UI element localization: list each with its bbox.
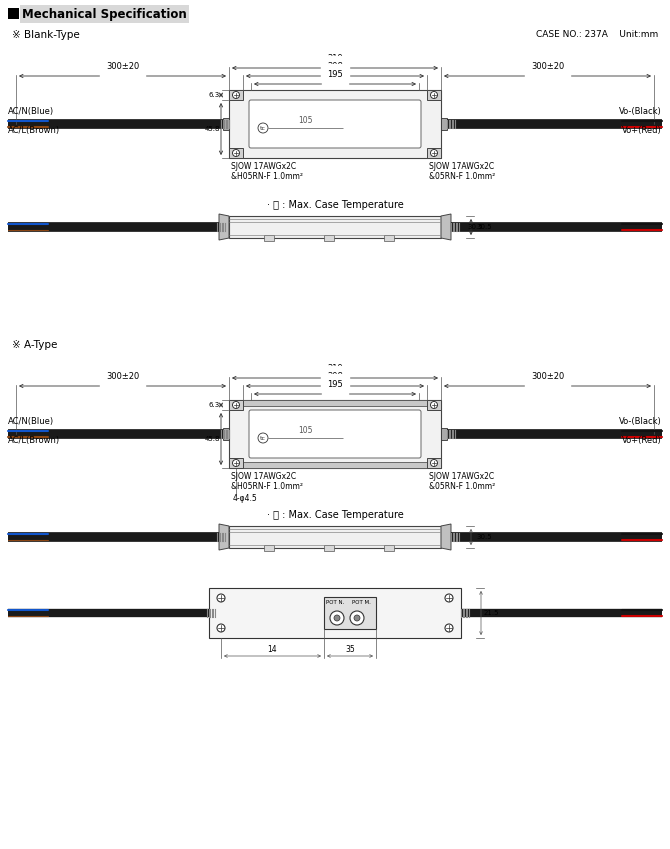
- Text: POT N.: POT N.: [326, 600, 344, 605]
- Bar: [324, 235, 334, 241]
- Bar: [229, 90, 243, 100]
- Bar: [384, 545, 394, 551]
- Bar: [8, 8, 19, 19]
- Text: AC/N(Blue): AC/N(Blue): [8, 107, 54, 116]
- Text: CASE NO.: 237A    Unit:mm: CASE NO.: 237A Unit:mm: [536, 30, 658, 39]
- Bar: [427, 458, 441, 468]
- Circle shape: [258, 433, 268, 443]
- Bar: [223, 118, 229, 130]
- Text: 6.3: 6.3: [209, 92, 220, 98]
- Bar: [229, 400, 441, 406]
- Text: 208: 208: [327, 62, 343, 71]
- Bar: [324, 545, 334, 551]
- Bar: [223, 428, 229, 440]
- Bar: [264, 235, 274, 241]
- Text: ※ Blank-Type: ※ Blank-Type: [12, 30, 80, 40]
- Text: Vo+(Red): Vo+(Red): [622, 126, 662, 135]
- Polygon shape: [219, 524, 229, 550]
- Text: AC/N(Blue): AC/N(Blue): [8, 417, 54, 426]
- Text: Vo+(Red): Vo+(Red): [622, 436, 662, 445]
- Text: SJOW 17AWGx2C
&H05RN-F 1.0mm²: SJOW 17AWGx2C &H05RN-F 1.0mm²: [231, 162, 303, 182]
- Text: 300±20: 300±20: [106, 372, 139, 381]
- Circle shape: [232, 92, 239, 98]
- Text: Vo-(Black): Vo-(Black): [619, 417, 662, 426]
- Bar: [229, 90, 441, 158]
- Text: ※ A-Type: ※ A-Type: [12, 340, 58, 350]
- FancyBboxPatch shape: [249, 410, 421, 458]
- Circle shape: [431, 402, 438, 408]
- Bar: [229, 458, 243, 468]
- Circle shape: [217, 594, 225, 602]
- Circle shape: [330, 611, 344, 625]
- FancyBboxPatch shape: [249, 100, 421, 148]
- Circle shape: [258, 123, 268, 133]
- Text: 105: 105: [297, 426, 312, 435]
- Text: 30.5: 30.5: [476, 534, 492, 540]
- Text: tc: tc: [260, 436, 266, 441]
- Bar: [229, 216, 441, 238]
- Bar: [229, 152, 441, 158]
- Text: 45.8: 45.8: [204, 126, 220, 132]
- Polygon shape: [441, 214, 451, 240]
- Bar: [209, 588, 461, 638]
- Circle shape: [431, 92, 438, 98]
- Text: · Ⓣ : Max. Case Temperature: · Ⓣ : Max. Case Temperature: [267, 200, 403, 210]
- Text: SJOW 17AWGx2C
&05RN-F 1.0mm²: SJOW 17AWGx2C &05RN-F 1.0mm²: [429, 472, 495, 492]
- Text: 30.5: 30.5: [468, 224, 483, 230]
- Bar: [229, 90, 441, 96]
- Circle shape: [232, 149, 239, 156]
- Circle shape: [232, 402, 239, 408]
- Text: 6.3: 6.3: [209, 402, 220, 408]
- Text: 300±20: 300±20: [531, 372, 564, 381]
- Text: 45.8: 45.8: [204, 436, 220, 442]
- Text: 105: 105: [297, 116, 312, 125]
- Text: 14: 14: [268, 645, 277, 654]
- Text: tc: tc: [260, 126, 266, 131]
- Text: 195: 195: [327, 70, 343, 79]
- Text: 21.5: 21.5: [484, 610, 500, 616]
- Text: SJOW 17AWGx2C
&05RN-F 1.0mm²: SJOW 17AWGx2C &05RN-F 1.0mm²: [429, 162, 495, 182]
- Bar: [427, 400, 441, 410]
- Bar: [441, 428, 447, 440]
- Text: Mechanical Specification: Mechanical Specification: [22, 8, 187, 20]
- Bar: [229, 400, 243, 410]
- Text: 35: 35: [345, 645, 355, 654]
- Text: Vo-(Black): Vo-(Black): [619, 107, 662, 116]
- Bar: [264, 545, 274, 551]
- Text: 30.5: 30.5: [476, 224, 492, 230]
- Text: 195: 195: [327, 380, 343, 389]
- Text: 4-φ4.5: 4-φ4.5: [233, 494, 258, 503]
- Circle shape: [350, 611, 364, 625]
- Text: · Ⓣ : Max. Case Temperature: · Ⓣ : Max. Case Temperature: [267, 510, 403, 520]
- Bar: [229, 400, 441, 468]
- Circle shape: [334, 615, 340, 621]
- Bar: [441, 118, 447, 130]
- Circle shape: [354, 615, 360, 621]
- Text: 219: 219: [327, 364, 343, 373]
- Polygon shape: [441, 524, 451, 550]
- Text: SJOW 17AWGx2C
&H05RN-F 1.0mm²: SJOW 17AWGx2C &H05RN-F 1.0mm²: [231, 472, 303, 492]
- Bar: [229, 526, 441, 548]
- Text: AC/L(Brown): AC/L(Brown): [8, 126, 60, 135]
- Text: POT M.: POT M.: [352, 600, 371, 605]
- Circle shape: [232, 459, 239, 466]
- Polygon shape: [219, 214, 229, 240]
- Bar: [384, 235, 394, 241]
- Circle shape: [217, 624, 225, 632]
- Circle shape: [431, 149, 438, 156]
- Bar: [229, 462, 441, 468]
- Circle shape: [431, 459, 438, 466]
- Text: 219: 219: [327, 54, 343, 63]
- Text: 300±20: 300±20: [106, 62, 139, 71]
- Text: 208: 208: [327, 372, 343, 381]
- Bar: [427, 148, 441, 158]
- Bar: [324, 597, 376, 629]
- Text: AC/L(Brown): AC/L(Brown): [8, 436, 60, 445]
- Circle shape: [445, 624, 453, 632]
- Text: 300±20: 300±20: [531, 62, 564, 71]
- Bar: [427, 90, 441, 100]
- Bar: [229, 148, 243, 158]
- Circle shape: [445, 594, 453, 602]
